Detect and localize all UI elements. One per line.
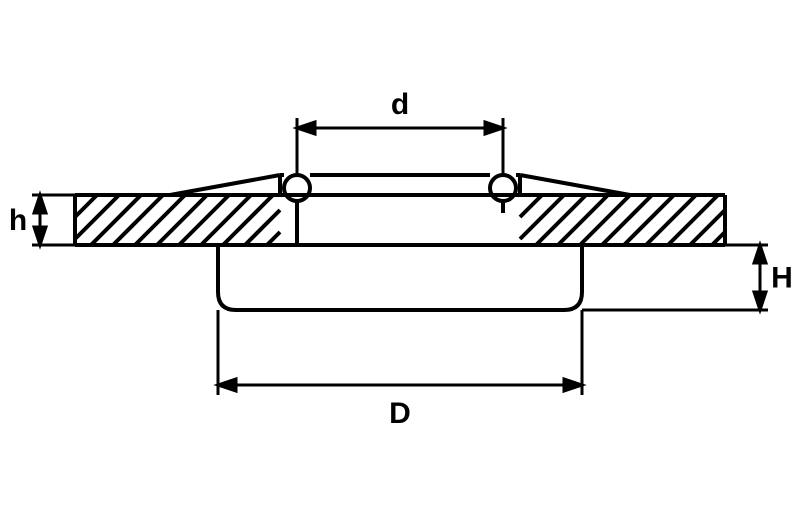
spring-left-icon bbox=[284, 175, 310, 201]
hatch-right bbox=[520, 195, 725, 245]
technical-drawing: d Dh H bbox=[0, 0, 800, 516]
label-D: D bbox=[389, 397, 411, 430]
label-H: H bbox=[771, 262, 793, 295]
hatch-left bbox=[75, 195, 280, 245]
spring-right-icon bbox=[490, 175, 516, 201]
recess-outline bbox=[218, 245, 582, 310]
label-h: h bbox=[9, 204, 27, 237]
label-d: d bbox=[391, 88, 409, 121]
dimensions bbox=[32, 118, 768, 395]
